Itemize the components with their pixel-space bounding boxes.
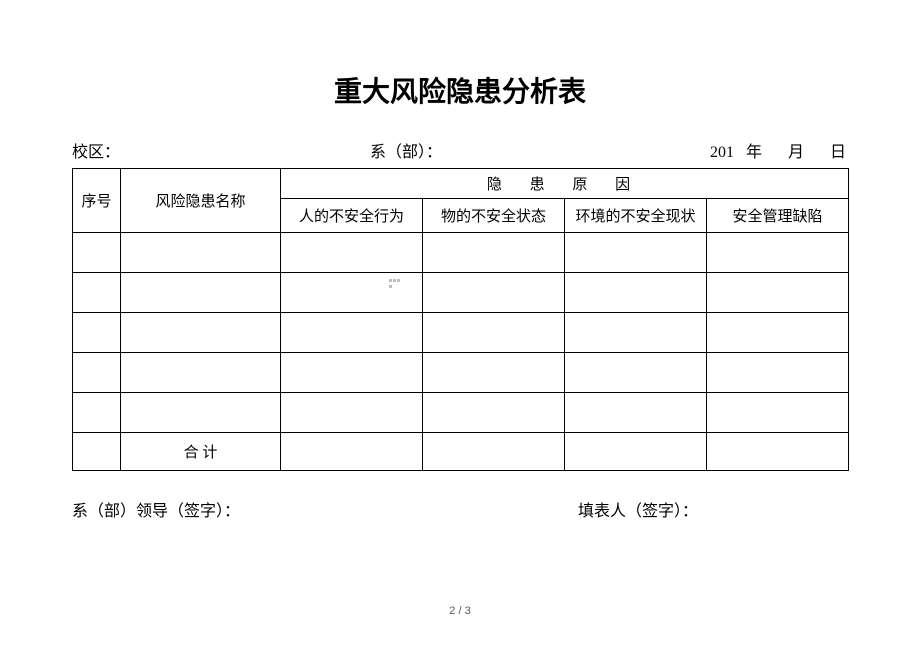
date-field: 201 年 月 日 bbox=[710, 138, 848, 162]
table-row bbox=[73, 313, 849, 353]
cell-name bbox=[121, 233, 281, 273]
cell-seq bbox=[73, 313, 121, 353]
cell-r2 bbox=[423, 393, 565, 433]
leader-sign-label: 系（部）领导（签字）： bbox=[72, 497, 240, 521]
cell-seq bbox=[73, 353, 121, 393]
total-label-cell: 合 计 bbox=[121, 433, 281, 471]
table-row bbox=[73, 233, 849, 273]
cell-seq bbox=[73, 233, 121, 273]
cell-name bbox=[121, 353, 281, 393]
cell-r1 bbox=[281, 353, 423, 393]
campus-label: 校区： bbox=[72, 138, 120, 162]
col-reason-2-header: 物的不安全状态 bbox=[423, 199, 565, 233]
cell-r3 bbox=[565, 353, 707, 393]
date-month-unit: 月 bbox=[788, 144, 806, 161]
total-seq-cell bbox=[73, 433, 121, 471]
col-reason-4-header: 安全管理缺陷 bbox=[707, 199, 849, 233]
page-number: 2 / 3 bbox=[0, 605, 920, 617]
cell-r2 bbox=[423, 273, 565, 313]
table-body: 合 计 bbox=[73, 233, 849, 471]
cell-r1 bbox=[281, 233, 423, 273]
cell-r4 bbox=[707, 353, 849, 393]
footer-row: 系（部）领导（签字）： 填表人（签字）： bbox=[72, 497, 848, 521]
cell-r2 bbox=[423, 313, 565, 353]
col-name-header: 风险隐患名称 bbox=[121, 169, 281, 233]
dept-label: 系（部）： bbox=[370, 138, 442, 162]
col-reason-3-header: 环境的不安全现状 bbox=[565, 199, 707, 233]
cell-r3 bbox=[565, 233, 707, 273]
filler-sign-label: 填表人（签字）： bbox=[578, 497, 848, 521]
col-seq-header: 序号 bbox=[73, 169, 121, 233]
page-title: 重大风险隐患分析表 bbox=[72, 70, 848, 110]
total-r4 bbox=[707, 433, 849, 471]
cell-r1 bbox=[281, 393, 423, 433]
cell-r4 bbox=[707, 393, 849, 433]
watermark-icon bbox=[388, 278, 400, 290]
col-reason-1-header: 人的不安全行为 bbox=[281, 199, 423, 233]
cell-r2 bbox=[423, 353, 565, 393]
cell-seq bbox=[73, 393, 121, 433]
analysis-table: 序号 风险隐患名称 隐 患 原 因 人的不安全行为 物的不安全状态 环境的不安全… bbox=[72, 168, 849, 471]
cell-name bbox=[121, 273, 281, 313]
cell-r4 bbox=[707, 313, 849, 353]
cell-seq bbox=[73, 273, 121, 313]
cell-r1 bbox=[281, 273, 423, 313]
table-total-row: 合 计 bbox=[73, 433, 849, 471]
cell-name bbox=[121, 313, 281, 353]
cell-r1 bbox=[281, 313, 423, 353]
cell-name bbox=[121, 393, 281, 433]
cell-r3 bbox=[565, 393, 707, 433]
table-row bbox=[73, 273, 849, 313]
cell-r4 bbox=[707, 273, 849, 313]
date-day-unit: 日 bbox=[830, 144, 848, 161]
col-reason-group-header: 隐 患 原 因 bbox=[281, 169, 849, 199]
header-row: 校区： 系（部）： 201 年 月 日 bbox=[72, 138, 848, 162]
cell-r3 bbox=[565, 313, 707, 353]
table-row bbox=[73, 393, 849, 433]
cell-r3 bbox=[565, 273, 707, 313]
total-r3 bbox=[565, 433, 707, 471]
cell-r2 bbox=[423, 233, 565, 273]
table-row bbox=[73, 353, 849, 393]
cell-r4 bbox=[707, 233, 849, 273]
date-year-prefix: 201 bbox=[710, 144, 734, 161]
date-year-unit: 年 bbox=[746, 144, 764, 161]
total-r1 bbox=[281, 433, 423, 471]
total-r2 bbox=[423, 433, 565, 471]
